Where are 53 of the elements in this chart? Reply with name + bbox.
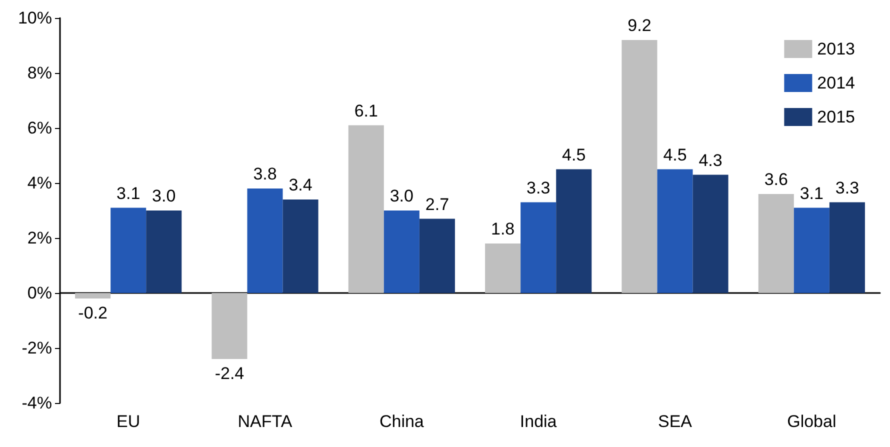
legend-label: 2013 — [817, 40, 856, 58]
x-tick-label: NAFTA — [238, 412, 293, 431]
y-tick-label: 2% — [27, 228, 52, 248]
x-tick-label: China — [379, 412, 424, 431]
data-label: 3.6 — [764, 170, 788, 189]
data-label: 3.1 — [116, 184, 140, 203]
data-label: 4.3 — [698, 150, 722, 170]
data-label: 9.2 — [628, 16, 652, 35]
bar — [794, 208, 830, 293]
bar — [758, 194, 794, 293]
x-tick-label: Global — [787, 412, 836, 431]
y-tick-label: 8% — [27, 64, 52, 82]
data-label: -0.2 — [78, 304, 108, 322]
y-tick-label: 10% — [18, 8, 52, 28]
bar — [384, 210, 420, 293]
data-label: 6.1 — [354, 101, 378, 120]
bar — [110, 208, 146, 293]
y-tick-label: -2% — [22, 338, 52, 358]
data-label: 3.4 — [288, 176, 312, 194]
bar — [419, 218, 455, 293]
bar — [75, 293, 111, 298]
data-label: 1.8 — [490, 220, 515, 238]
legend-label: 2014 — [817, 74, 856, 92]
x-tick-label: SEA — [658, 412, 693, 431]
data-label: 3.8 — [253, 164, 277, 184]
data-label: 3.3 — [835, 178, 860, 198]
y-tick-label: 0% — [27, 284, 52, 302]
data-label: 3.1 — [800, 184, 824, 203]
data-label: 4.5 — [562, 145, 586, 164]
x-tick-label: EU — [116, 412, 140, 431]
bar — [520, 202, 556, 293]
bar — [829, 202, 865, 293]
y-tick-label: 6% — [27, 118, 52, 138]
bar — [212, 293, 248, 359]
x-tick-label: India — [520, 412, 558, 431]
bar — [348, 125, 384, 293]
data-label: 3.0 — [390, 186, 414, 206]
bar — [146, 210, 182, 293]
bar — [556, 169, 592, 293]
bar — [622, 40, 658, 293]
legend-label: 2015 — [817, 108, 856, 126]
bar — [282, 200, 318, 293]
y-tick-label: -4% — [22, 394, 52, 412]
data-label: 3.3 — [526, 178, 550, 198]
bar — [657, 169, 693, 293]
data-label: 4.5 — [663, 145, 687, 164]
data-label: 2.7 — [425, 194, 450, 214]
data-label: -2.4 — [214, 364, 244, 383]
bar — [485, 244, 521, 293]
y-tick-label: 4% — [27, 174, 52, 192]
data-label: 3.0 — [152, 186, 176, 206]
bar — [692, 174, 728, 293]
bar — [247, 188, 283, 293]
